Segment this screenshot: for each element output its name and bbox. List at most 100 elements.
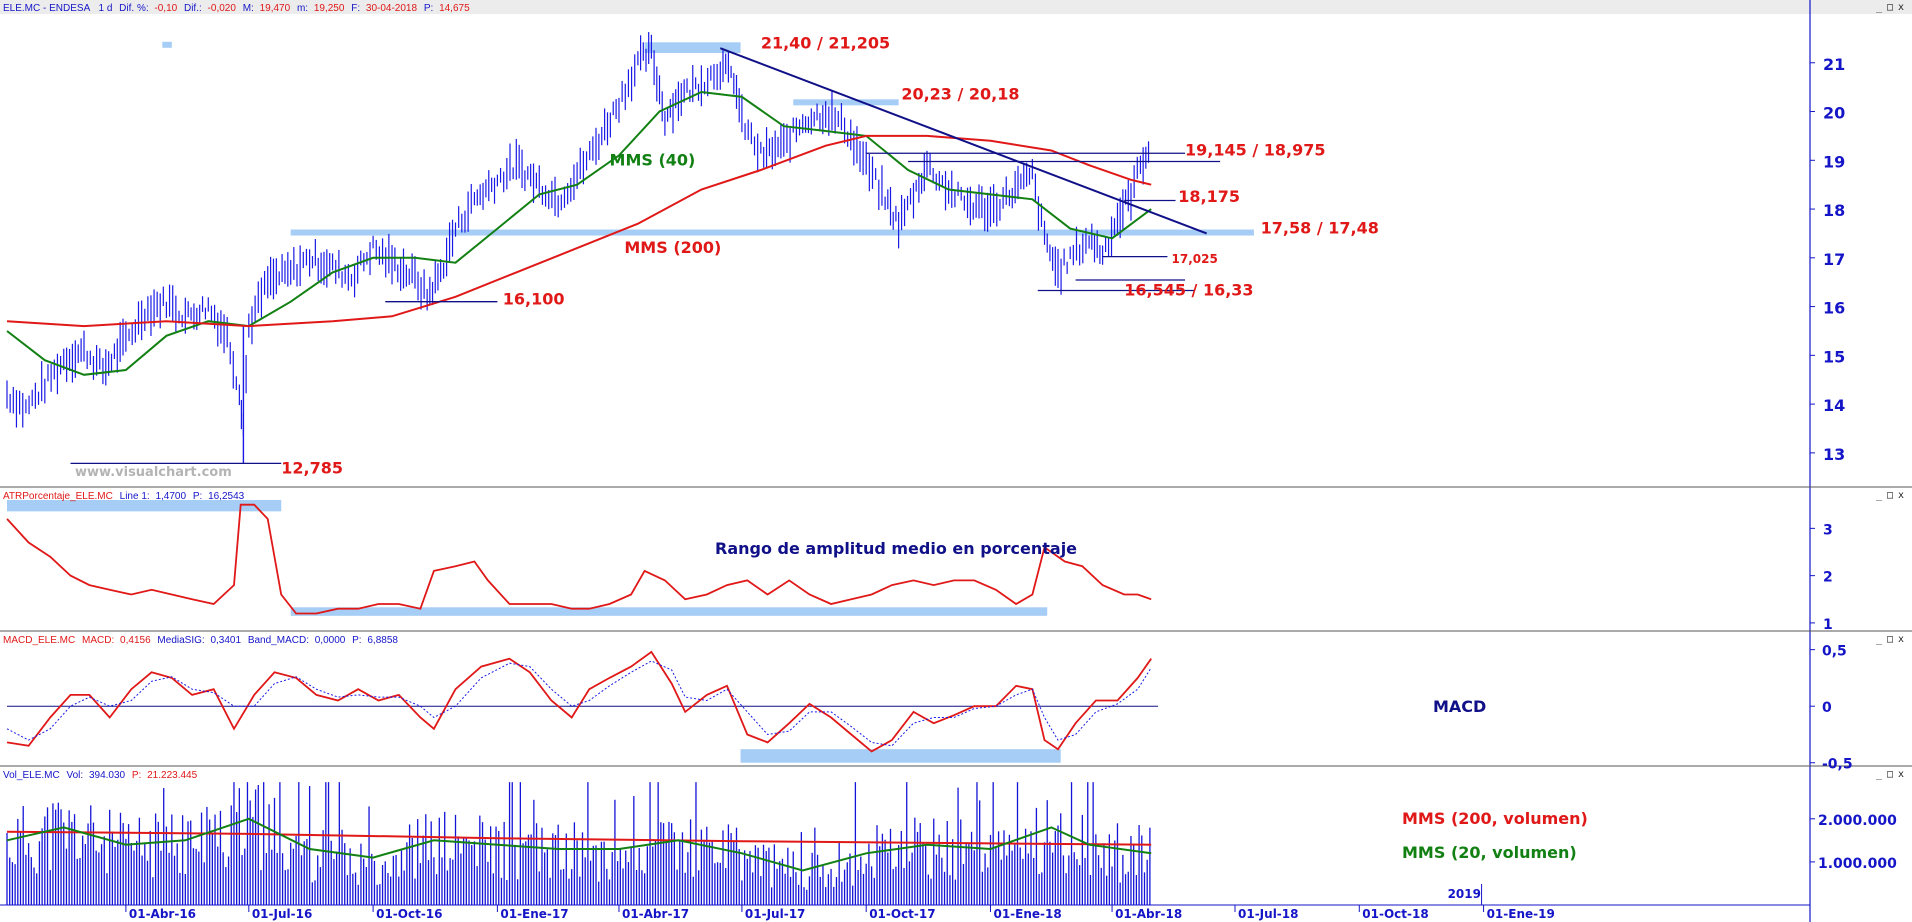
max-label: M: bbox=[243, 3, 254, 14]
window-control-glyph: □ bbox=[1887, 2, 1893, 13]
ma-label: MMS (200) bbox=[624, 238, 721, 257]
level-label: 17,58 / 17,48 bbox=[1261, 219, 1379, 238]
level-label: 21,40 / 21,205 bbox=[761, 33, 890, 52]
window-control-glyph: x bbox=[1898, 490, 1904, 501]
window-control-glyph: □ bbox=[1887, 769, 1893, 780]
min-label: m: bbox=[297, 3, 308, 14]
window-control-glyph: x bbox=[1898, 634, 1904, 645]
macd-panel bbox=[6, 650, 1158, 753]
vol-name: Vol_ELE.MC bbox=[3, 770, 60, 781]
dif-pct-value: -0,10 bbox=[154, 3, 177, 14]
macd-name: MACD_ELE.MC bbox=[3, 635, 75, 646]
date-value: 30-04-2018 bbox=[366, 3, 418, 14]
level-label: 17,025 bbox=[1172, 252, 1218, 266]
window-controls: _ □ x _ □ x _ □ x _ □ x bbox=[1876, 2, 1904, 780]
window-control-glyph: _ bbox=[1876, 634, 1883, 645]
atr-title: Rango de amplitud medio en porcentaje bbox=[715, 539, 1077, 558]
x-tick-label: 01-Ene-19 bbox=[1487, 907, 1555, 921]
signal-line bbox=[6, 660, 1152, 747]
panel1-header: ELE.MC - ENDESA 1 d Dif. %: -0,10 Dif.: … bbox=[3, 3, 470, 14]
min-value: 19,250 bbox=[314, 3, 345, 14]
atr-p-label: P: bbox=[193, 491, 202, 502]
level-label: 12,785 bbox=[281, 458, 343, 477]
vol-y-label: 1.000.000 bbox=[1818, 856, 1897, 872]
panel1-header-bar bbox=[0, 0, 1912, 14]
vol_ma200-line bbox=[6, 830, 1152, 846]
x-tick-label: 01-Ene-17 bbox=[500, 907, 568, 921]
macd-sig-label: MediaSIG: bbox=[157, 635, 204, 646]
macd-y-label: -0,5 bbox=[1822, 757, 1853, 773]
vol-y-label: 2.000.000 bbox=[1818, 813, 1897, 829]
window-control-glyph: _ bbox=[1876, 2, 1883, 13]
p-label: P: bbox=[424, 3, 433, 14]
price-y-label: 20 bbox=[1823, 104, 1845, 123]
max-value: 19,470 bbox=[260, 3, 291, 14]
x-tick-label: 01-Oct-18 bbox=[1362, 907, 1428, 921]
vol-p-label: P: bbox=[132, 770, 141, 781]
period-label: 1 d bbox=[98, 3, 112, 14]
axes: 1314151617181920211230,50-0,51.000.0002.… bbox=[125, 55, 1897, 921]
window-control-glyph: □ bbox=[1887, 490, 1893, 501]
atr-y-label: 3 bbox=[1823, 522, 1833, 538]
price-y-label: 16 bbox=[1823, 299, 1845, 318]
x-tick-label: 01-Jul-18 bbox=[1238, 907, 1298, 921]
macd-p-value: 6,8858 bbox=[367, 635, 398, 646]
macd-title: MACD bbox=[1433, 697, 1486, 716]
x-tick-label: 01-Abr-16 bbox=[129, 907, 196, 921]
vol-ma20-label: MMS (20, volumen) bbox=[1402, 843, 1577, 862]
price-y-label: 13 bbox=[1823, 445, 1845, 464]
mm40-line bbox=[6, 90, 1152, 376]
level-label: 16,100 bbox=[503, 289, 565, 308]
ma-label: MMS (40) bbox=[610, 150, 696, 169]
atr-line-label: Line 1: bbox=[120, 491, 150, 502]
annotations: 21,40 / 21,205 20,23 / 20,18 19,145 / 18,9… bbox=[281, 33, 1588, 862]
x-tick-label: 01-Abr-18 bbox=[1115, 907, 1182, 921]
dif-value: -0,020 bbox=[208, 3, 237, 14]
x-tick-label: 01-Ene-18 bbox=[993, 907, 1061, 921]
macd-line bbox=[6, 650, 1152, 753]
atr-y-label: 2 bbox=[1823, 570, 1833, 586]
macd-band-value: 0,0000 bbox=[315, 635, 346, 646]
atr-zone bbox=[290, 607, 1048, 616]
macd-value: 0,4156 bbox=[120, 635, 151, 646]
macd-band-label: Band_MACD: bbox=[248, 635, 309, 646]
x-tick-label: 01-Jul-17 bbox=[745, 907, 805, 921]
price-zone bbox=[290, 229, 1254, 236]
macd-p-label: P: bbox=[352, 635, 361, 646]
atr-y-label: 1 bbox=[1823, 617, 1833, 633]
vol-value: 394.030 bbox=[89, 770, 126, 781]
window-control-glyph: □ bbox=[1887, 634, 1893, 645]
price-y-label: 14 bbox=[1823, 396, 1845, 415]
window-control-glyph: _ bbox=[1876, 769, 1883, 780]
year-marker: 2019 bbox=[1448, 887, 1481, 901]
price-y-label: 18 bbox=[1823, 201, 1845, 220]
panel2-header: ATRPorcentaje_ELE.MC Line 1: 1,4700 P: 1… bbox=[3, 491, 245, 502]
watermark: www.visualchart.com bbox=[75, 465, 232, 480]
price-y-label: 17 bbox=[1823, 250, 1845, 269]
trend-line bbox=[719, 47, 1207, 235]
atr-line bbox=[6, 503, 1152, 615]
macd-zone bbox=[740, 749, 1061, 763]
mm200-line bbox=[6, 134, 1152, 328]
atr-p-value: 16,2543 bbox=[208, 491, 245, 502]
atr-zone bbox=[7, 500, 282, 512]
x-tick-label: 01-Oct-17 bbox=[869, 907, 935, 921]
price-zone bbox=[793, 99, 899, 106]
vol-ma200-label: MMS (200, volumen) bbox=[1402, 809, 1588, 828]
vol-label: Vol: bbox=[66, 770, 83, 781]
price-y-label: 15 bbox=[1823, 347, 1845, 366]
window-control-glyph: x bbox=[1898, 769, 1904, 780]
dif-pct-label: Dif. %: bbox=[119, 3, 148, 14]
window-control-glyph: _ bbox=[1876, 490, 1883, 501]
atr-panel bbox=[6, 503, 1152, 615]
price-zone bbox=[644, 42, 741, 54]
panel4-header: Vol_ELE.MC Vol: 394.030 P: 21.223.445 bbox=[3, 770, 198, 781]
volume-panel bbox=[6, 782, 1152, 905]
vol-p-value: 21.223.445 bbox=[147, 770, 197, 781]
x-tick-label: 01-Jul-16 bbox=[252, 907, 312, 921]
macd-y-label: 0,5 bbox=[1822, 644, 1847, 660]
vol_ma20-line bbox=[6, 817, 1152, 872]
macd-label: MACD: bbox=[82, 635, 114, 646]
window-control-glyph: x bbox=[1898, 2, 1904, 13]
